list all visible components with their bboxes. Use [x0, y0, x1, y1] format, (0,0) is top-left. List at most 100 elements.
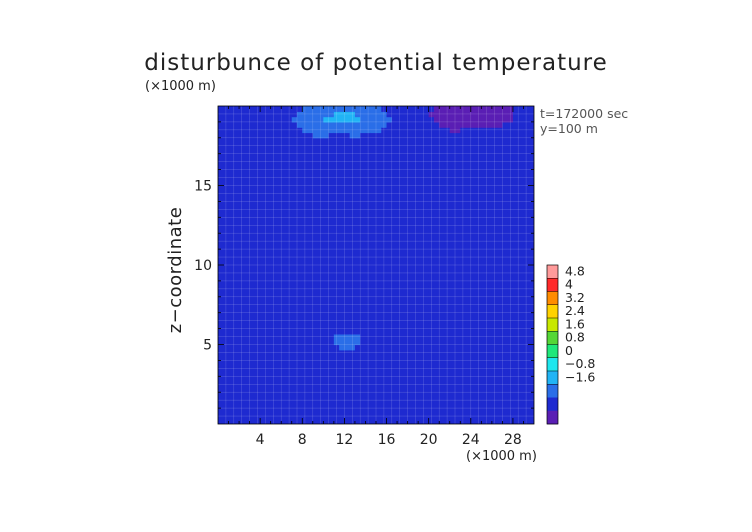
heatmap-cell — [412, 312, 419, 319]
heatmap-cell — [528, 307, 534, 314]
heatmap-cell — [407, 418, 414, 424]
heatmap-cell — [491, 143, 498, 149]
heatmap-cell — [502, 418, 509, 424]
heatmap-cell — [244, 318, 251, 324]
heatmap-cell — [360, 132, 367, 139]
heatmap-cell — [397, 312, 403, 319]
heatmap-cell — [386, 206, 393, 213]
heatmap-cell — [260, 143, 266, 149]
heatmap-cell — [286, 413, 293, 420]
heatmap-cell — [391, 169, 398, 176]
heatmap-cell — [423, 164, 430, 171]
heatmap-cell — [344, 328, 351, 335]
heatmap-cell — [397, 376, 403, 383]
heatmap-cell — [497, 402, 503, 409]
heatmap-cell — [270, 355, 277, 361]
heatmap-cell — [476, 106, 482, 112]
heatmap-cell — [360, 254, 367, 261]
heatmap-cell — [328, 371, 335, 377]
heatmap-cell — [397, 254, 403, 261]
heatmap-cell — [407, 201, 414, 208]
heatmap-cell — [497, 296, 503, 303]
heatmap-cell — [233, 402, 240, 409]
heatmap-cell — [460, 169, 467, 176]
heatmap-cell — [528, 190, 534, 197]
heatmap-cell — [512, 333, 519, 340]
heatmap-cell — [386, 201, 393, 208]
heatmap-cell — [354, 365, 361, 372]
heatmap-cell — [270, 222, 277, 229]
heatmap-cell — [249, 254, 256, 261]
heatmap-cell — [428, 270, 435, 277]
heatmap-cell — [455, 143, 461, 149]
heatmap-cell — [339, 222, 345, 229]
heatmap-cell — [497, 159, 503, 165]
heatmap-cell — [512, 339, 519, 346]
heatmap-cell — [328, 402, 335, 409]
heatmap-cell — [423, 413, 430, 420]
heatmap-cell — [244, 132, 251, 139]
heatmap-cell — [518, 386, 525, 393]
heatmap-cell — [270, 397, 277, 404]
heatmap-cell — [223, 238, 230, 245]
heatmap-cell — [260, 159, 266, 165]
heatmap-cell — [460, 159, 467, 165]
heatmap-cell — [228, 127, 235, 134]
heatmap-cell — [239, 344, 245, 351]
heatmap-cell — [312, 243, 319, 250]
heatmap-cell — [323, 381, 330, 388]
heatmap-cell — [239, 418, 245, 424]
heatmap-cell — [455, 243, 461, 250]
heatmap-cell — [512, 121, 519, 128]
heatmap-cell — [354, 196, 361, 202]
heatmap-cell — [486, 111, 493, 118]
heatmap-cell — [333, 212, 340, 218]
heatmap-cell — [523, 402, 530, 409]
heatmap-cell — [297, 275, 303, 282]
heatmap-cell — [297, 360, 303, 367]
heatmap-cell — [275, 413, 282, 420]
heatmap-cell — [423, 243, 430, 250]
heatmap-cell — [239, 360, 245, 367]
heatmap-cell — [381, 376, 388, 383]
heatmap-cell — [286, 355, 293, 361]
heatmap-cell — [281, 227, 288, 234]
heatmap-cell — [481, 227, 488, 234]
heatmap-cell — [518, 148, 525, 155]
heatmap-cell — [502, 270, 509, 277]
heatmap-cell — [291, 148, 298, 155]
heatmap-cell — [512, 254, 519, 261]
heatmap-cell — [249, 169, 256, 176]
heatmap-cell — [370, 254, 377, 261]
heatmap-cell — [281, 153, 288, 160]
heatmap-cell — [265, 190, 272, 197]
heatmap-cell — [512, 349, 519, 356]
heatmap-cell — [444, 137, 451, 144]
heatmap-cell — [254, 333, 261, 340]
heatmap-cell — [376, 238, 382, 245]
heatmap-cell — [418, 111, 424, 118]
heatmap-cell — [386, 153, 393, 160]
heatmap-cell — [481, 254, 488, 261]
heatmap-cell — [528, 408, 534, 414]
heatmap-cell — [291, 137, 298, 144]
heatmap-cell — [233, 222, 240, 229]
heatmap-cell — [244, 275, 251, 282]
heatmap-cell — [476, 185, 482, 192]
heatmap-cell — [328, 323, 335, 330]
heatmap-cell — [275, 106, 282, 112]
heatmap-cell — [286, 243, 293, 250]
heatmap-cell — [291, 397, 298, 404]
heatmap-cell — [518, 349, 525, 356]
heatmap-cell — [444, 106, 451, 112]
heatmap-cell — [297, 312, 303, 319]
heatmap-cell — [328, 286, 335, 293]
heatmap-cell — [228, 111, 235, 118]
heatmap-cell — [523, 365, 530, 372]
heatmap-cell — [260, 180, 266, 187]
heatmap-cell — [518, 286, 525, 293]
heatmap-cell — [360, 164, 367, 171]
heatmap-cell — [518, 227, 525, 234]
heatmap-cell — [349, 344, 356, 351]
heatmap-cell — [486, 371, 493, 377]
